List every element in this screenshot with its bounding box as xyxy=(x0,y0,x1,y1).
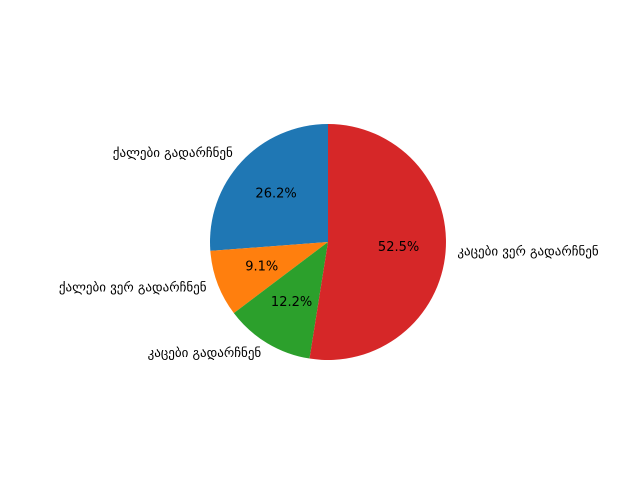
slice-percent-label: 12.2% xyxy=(271,295,312,310)
pie-slice xyxy=(309,124,446,360)
slice-category-label: კაცები გადარჩნენ xyxy=(148,346,262,361)
pie-slice xyxy=(210,242,328,314)
slice-category-label: ქალები გადარჩნენ xyxy=(113,146,233,161)
slice-percent-label: 9.1% xyxy=(245,260,278,275)
pie-slice xyxy=(210,124,328,251)
pie-slices xyxy=(210,124,446,360)
category-labels: ქალები გადარჩნენ ქალები ვერ გადარჩნენ კაცე… xyxy=(59,146,599,361)
pie-slice xyxy=(233,242,328,359)
slice-percent-label: 26.2% xyxy=(255,186,296,201)
slice-category-label: კაცები ვერ გადარჩნენ xyxy=(457,245,599,260)
slice-category-label: ქალები ვერ გადარჩნენ xyxy=(59,280,207,295)
percent-labels: 26.2% 9.1% 12.2% 52.5% xyxy=(245,186,419,310)
slice-percent-label: 52.5% xyxy=(378,240,419,255)
